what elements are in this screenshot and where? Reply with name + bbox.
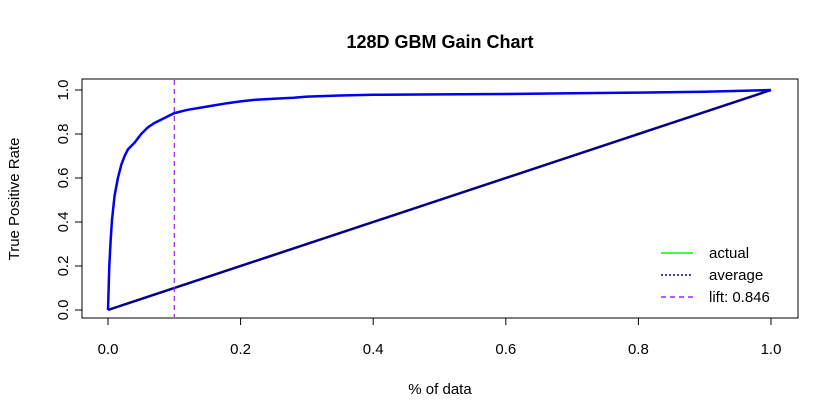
y-tick-label: 0.8: [55, 124, 72, 145]
legend-label: average: [709, 267, 763, 284]
x-tick-label: 0.6: [495, 341, 516, 358]
legend-label: lift: 0.846: [709, 289, 770, 306]
y-tick-label: 0.2: [55, 256, 72, 277]
series-layer: [106, 80, 772, 317]
y-tick-label: 1.0: [55, 80, 72, 101]
y-tick-label: 0.0: [55, 300, 72, 321]
x-tick-label: 0.0: [98, 341, 119, 358]
series-line-actual: [106, 88, 772, 311]
x-tick-label: 0.2: [230, 341, 251, 358]
series-line-average: [107, 88, 772, 312]
x-tick-label: 0.8: [628, 341, 649, 358]
y-tick-label: 0.4: [55, 212, 72, 233]
x-tick-label: 0.4: [363, 341, 384, 358]
x-axis: 0.0 0.2 0.4 0.6 0.8 1.0: [98, 317, 782, 358]
legend-label: actual: [709, 245, 749, 262]
y-axis-label: True Positive Rate: [6, 138, 23, 261]
legend: actual average lift: 0.846: [661, 245, 770, 306]
y-axis: 0.0 0.2 0.4 0.6 0.8 1.0: [55, 80, 83, 321]
x-axis-label: % of data: [408, 381, 472, 398]
x-tick-label: 1.0: [761, 341, 782, 358]
chart-title: 128D GBM Gain Chart: [346, 32, 533, 52]
y-tick-label: 0.6: [55, 168, 72, 189]
